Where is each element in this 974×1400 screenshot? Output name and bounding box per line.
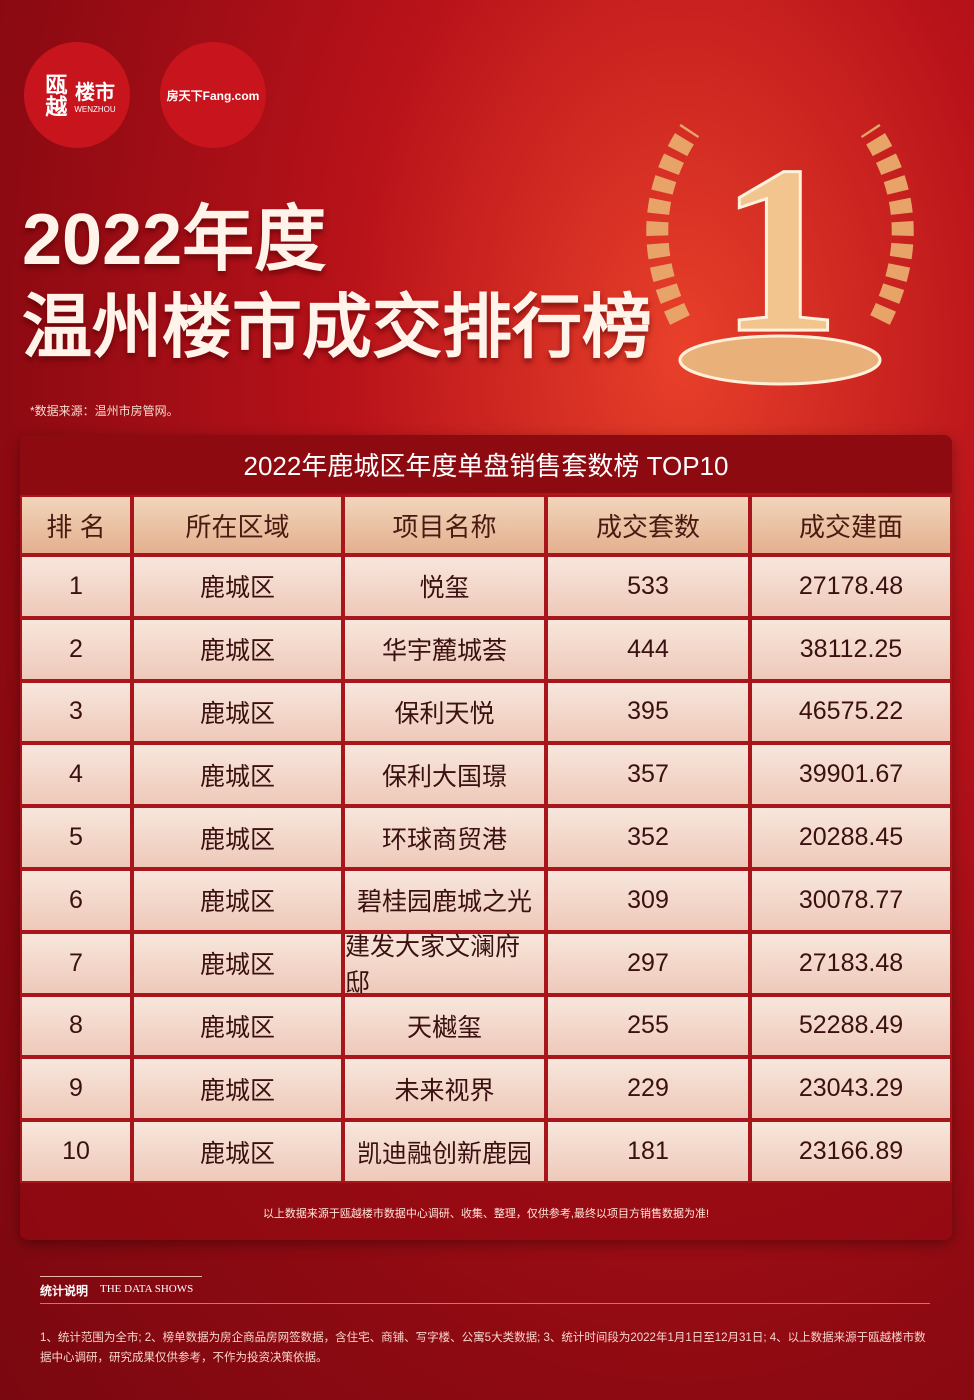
ranking-table: 2022年鹿城区年度单盘销售套数榜 TOP10 以上数据来源于瓯越楼市数据中心调… [20, 435, 952, 1240]
table-cell: 309 [546, 869, 750, 932]
table-cell: 保利大国璟 [343, 743, 546, 807]
table-cell: 23166.89 [750, 1120, 952, 1183]
table-cell: 38112.25 [750, 617, 952, 681]
table-footnote: 以上数据来源于瓯越楼市数据中心调研、收集、整理，仅供参考,最终以项目方销售数据为… [262, 1208, 710, 1220]
divider [40, 1303, 930, 1304]
table-cell: 27178.48 [750, 555, 952, 618]
table-cell: 10 [20, 1120, 132, 1183]
table-cell: 23043.29 [750, 1057, 952, 1121]
table-cell: 395 [546, 680, 750, 744]
table-cell: 533 [546, 555, 750, 618]
table-cell: 4 [20, 743, 132, 807]
column-header: 所在区域 [132, 495, 343, 555]
title-line2: 温州楼市成交排行榜 [22, 288, 652, 366]
table-cell: 鹿城区 [132, 869, 343, 932]
title-line1: 2022年度 [22, 200, 327, 280]
table-cell: 碧桂园鹿城之光 [343, 869, 546, 932]
table-cell: 鹿城区 [132, 743, 343, 807]
logo-name: 楼市 [74, 82, 115, 104]
table-cell: 悦玺 [343, 555, 546, 618]
logo-partner: 房天下Fang.com [160, 42, 266, 148]
column-header: 项目名称 [343, 495, 546, 555]
table-cell: 华宇麓城荟 [343, 617, 546, 681]
notes-heading: 统计说明 [40, 1284, 89, 1298]
divider [40, 1276, 202, 1277]
table-cell: 6 [20, 869, 132, 932]
table-cell: 27183.48 [750, 931, 952, 995]
table-cell: 181 [546, 1120, 750, 1183]
table-cell: 229 [546, 1057, 750, 1121]
table-cell: 9 [20, 1057, 132, 1121]
table-cell: 鹿城区 [132, 1120, 343, 1183]
table-cell: 444 [546, 617, 750, 681]
table-cell: 鹿城区 [132, 555, 343, 618]
table-cell: 2 [20, 617, 132, 681]
table-cell: 255 [546, 994, 750, 1058]
column-header: 成交建面 [750, 495, 952, 555]
table-cell: 未来视界 [343, 1057, 546, 1121]
table-cell: 鹿城区 [132, 931, 343, 995]
notes-text: 1、统计范围为全市; 2、榜单数据为房企商品房网签数据，含住宅、商铺、写字楼、公… [40, 1332, 926, 1364]
table-cell: 天樾玺 [343, 994, 546, 1058]
table-title: 2022年鹿城区年度单盘销售套数榜 TOP10 [20, 435, 952, 493]
table-cell: 保利天悦 [343, 680, 546, 744]
table-cell: 39901.67 [750, 743, 952, 807]
table-cell: 3 [20, 680, 132, 744]
column-header: 成交套数 [546, 495, 750, 555]
table-cell: 8 [20, 994, 132, 1058]
table-cell: 297 [546, 931, 750, 995]
table-cell: 46575.22 [750, 680, 952, 744]
table-cell: 52288.49 [750, 994, 952, 1058]
trophy-graphic: 1 [646, 115, 914, 386]
table-cell: 环球商贸港 [343, 806, 546, 869]
table-cell: 5 [20, 806, 132, 869]
logo-mark: 瓯越 [42, 73, 68, 117]
table-cell: 20288.45 [750, 806, 952, 869]
notes-heading-en: THE DATA SHOWS [100, 1283, 194, 1295]
column-header: 排 名 [20, 495, 132, 555]
badge: 1 [720, 116, 840, 382]
table-cell: 鹿城区 [132, 680, 343, 744]
table-cell: 352 [546, 806, 750, 869]
table-cell: 357 [546, 743, 750, 807]
table-cell: 鹿城区 [132, 617, 343, 681]
table-cell: 凯迪融创新鹿园 [343, 1120, 546, 1183]
table-cell: 1 [20, 555, 132, 618]
logo-sub: WENZHOU [74, 105, 116, 114]
table-cell: 7 [20, 931, 132, 995]
table-cell: 鹿城区 [132, 1057, 343, 1121]
table-cell: 30078.77 [750, 869, 952, 932]
table-cell: 建发大家文澜府邸 [343, 931, 546, 997]
table-cell: 鹿城区 [132, 806, 343, 869]
source-note: *数据来源：温州市房管网。 [30, 404, 179, 418]
logo-primary: 瓯越 楼市 WENZHOU [24, 42, 130, 148]
table-cell: 鹿城区 [132, 994, 343, 1058]
